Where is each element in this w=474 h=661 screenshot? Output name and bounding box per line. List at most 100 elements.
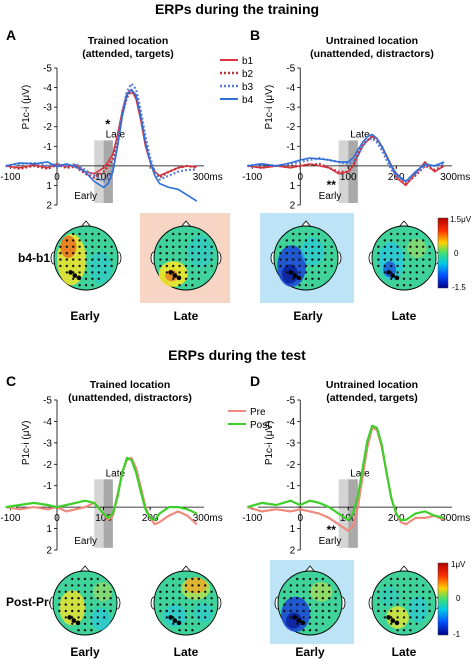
electrode: [422, 239, 425, 242]
panel-subtitle: (unattended, distractors): [310, 48, 434, 60]
electrode: [178, 258, 181, 261]
electrode: [390, 277, 393, 280]
series-b4: [247, 133, 445, 183]
legend-label-pre: Pre: [250, 407, 266, 418]
electrode: [84, 252, 88, 255]
electrode: [83, 609, 87, 613]
electrode: [83, 629, 87, 632]
series-post: [247, 424, 445, 522]
electrode: [285, 258, 288, 261]
electrode: [72, 239, 75, 242]
electrode: [178, 232, 181, 236]
electrode: [91, 245, 94, 248]
electrode: [191, 284, 194, 287]
x-tick-label: 100: [95, 513, 112, 524]
y-tick-label: -2: [286, 460, 295, 471]
electrode: [415, 258, 418, 261]
topo-label-late-d: Late: [392, 645, 417, 659]
y-tick-label: -3: [43, 438, 52, 449]
electrode: [296, 597, 299, 600]
electrode: [402, 590, 406, 593]
electrode: [304, 264, 308, 268]
topo-blob: [187, 235, 214, 268]
electrode: [409, 258, 412, 261]
electrode: [330, 252, 333, 255]
electrode: [178, 629, 181, 632]
electrode: [324, 271, 327, 274]
electrode: [402, 264, 406, 268]
electrode: [103, 603, 106, 606]
electrode: [172, 239, 175, 242]
legend-label-b1: b1: [242, 56, 254, 67]
electrode: [90, 584, 93, 587]
electrode: [109, 609, 112, 613]
electrode-roi: [72, 273, 78, 278]
electrode: [109, 597, 112, 600]
electrode: [302, 629, 305, 632]
electrode: [390, 584, 393, 587]
late-window-label: Late: [106, 129, 126, 140]
electrode: [78, 252, 81, 255]
x-tick-label: 0: [297, 513, 303, 524]
electrode: [324, 245, 327, 248]
y-tick-label: 1: [290, 181, 296, 192]
electrode: [210, 264, 213, 268]
panel-title: Trained location: [88, 35, 169, 47]
topo-nose: [79, 565, 91, 573]
y-tick-label: -2: [43, 460, 52, 471]
section-title-training: ERPs during the training: [155, 1, 319, 17]
electrode: [210, 590, 213, 593]
electrode: [77, 577, 80, 581]
electrode: [334, 590, 337, 593]
early-window: [338, 479, 349, 548]
electrode: [83, 616, 87, 619]
y-tick-label: 1: [46, 181, 52, 192]
panel-letter-d: D: [250, 373, 260, 389]
electrode: [178, 577, 181, 581]
topo-label-late-c: Late: [174, 645, 199, 659]
topo-nose: [300, 220, 312, 228]
electrode: [321, 597, 324, 600]
electrode: [409, 239, 412, 242]
electrode: [109, 603, 112, 606]
electrode-roi: [296, 618, 302, 623]
electrode: [334, 609, 337, 613]
electrode-roi: [67, 615, 72, 620]
electrode: [159, 245, 162, 248]
early-window-label: Early: [74, 191, 97, 202]
electrode: [428, 597, 431, 600]
electrode: [159, 590, 162, 593]
electrode: [165, 590, 168, 593]
topo-blob: [181, 577, 211, 600]
electrode: [90, 609, 93, 613]
electrode: [191, 245, 194, 248]
electrode: [59, 264, 62, 268]
electrode: [96, 597, 100, 600]
electrode: [390, 252, 393, 255]
electrode: [304, 245, 308, 248]
electrode: [191, 609, 194, 613]
electrode: [90, 616, 93, 619]
electrode: [77, 629, 80, 632]
electrode: [103, 597, 106, 600]
electrode: [402, 603, 406, 606]
electrode: [159, 264, 162, 268]
electrode: [77, 584, 80, 587]
electrode: [390, 622, 393, 625]
panel-subtitle: (unattended, distractors): [68, 392, 192, 404]
topo-blob: [407, 238, 427, 258]
electrode: [292, 277, 295, 280]
electrode: [402, 252, 406, 255]
electrode-roi: [386, 270, 391, 275]
electrode: [428, 603, 431, 606]
y-tick-label: 1: [290, 524, 296, 535]
panel-letter-c: C: [6, 373, 16, 389]
electrode: [165, 239, 168, 242]
electrode: [409, 271, 412, 274]
electrode: [285, 239, 288, 242]
electrode: [321, 609, 324, 613]
topo-label-late-b: Late: [392, 309, 417, 323]
electrode: [415, 264, 418, 268]
electrode: [428, 609, 431, 613]
electrode: [402, 584, 406, 587]
